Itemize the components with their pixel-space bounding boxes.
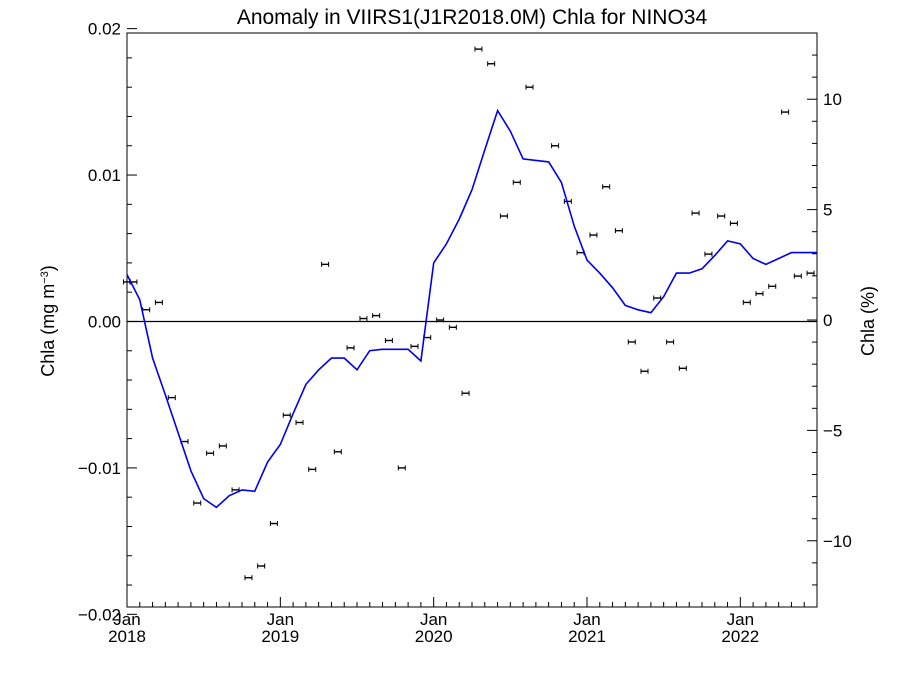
data-point [142, 307, 151, 313]
chart-title: Anomaly in VIIRS1(J1R2018.0M) Chla for N… [237, 6, 708, 29]
data-point [627, 339, 636, 345]
data-point [691, 210, 700, 216]
series-line [126, 108, 817, 509]
y-left-tick-label: −0.01 [78, 459, 121, 478]
data-point [193, 500, 202, 506]
x-tick-label-month: Jan [113, 610, 140, 629]
data-point [602, 184, 611, 190]
data-point [461, 390, 470, 396]
y-axis-label-left-base: Chla (mg m [38, 284, 58, 377]
data-point [742, 299, 751, 305]
data-point [295, 420, 304, 425]
x-tick-label-month: Jan [573, 610, 600, 629]
data-point [206, 450, 215, 456]
x-tick-label-year: 2021 [568, 627, 606, 646]
data-point [806, 270, 815, 276]
data-point [512, 179, 521, 185]
data-point [474, 46, 483, 52]
data-point [436, 317, 445, 323]
data-point [525, 84, 534, 90]
points-layer [123, 46, 815, 581]
data-point [359, 316, 368, 322]
data-point [781, 109, 790, 115]
data-point [269, 521, 278, 527]
data-point [308, 466, 317, 472]
data-point [793, 273, 802, 279]
y-axis-label-left-close: ) [38, 265, 58, 271]
y-right-tick-label: −10 [823, 532, 852, 551]
x-tick-label-month: Jan [267, 610, 294, 629]
data-point [704, 251, 713, 257]
y-axis-label-left: Chla (mg m−3) [38, 265, 58, 377]
data-point [244, 575, 253, 581]
data-point [589, 232, 598, 238]
y-axis-label-right: Chla (%) [858, 286, 878, 356]
data-point [551, 143, 560, 149]
x-tick-label-year: 2018 [108, 627, 146, 646]
data-point [755, 291, 764, 297]
data-point [653, 295, 662, 301]
data-point [678, 365, 687, 371]
data-point [384, 338, 393, 343]
data-point [614, 228, 623, 234]
data-point [346, 345, 355, 351]
y-right-tick-label: 10 [823, 90, 842, 109]
y-left-tick-label: −0.02 [78, 605, 121, 624]
data-point [487, 61, 496, 67]
plot-frame [126, 32, 818, 608]
data-point [282, 412, 291, 418]
x-tick-label-year: 2020 [415, 627, 453, 646]
y-right-tick-label: −5 [823, 421, 842, 440]
tick-labels: Jan2018Jan2019Jan2020Jan2021Jan20220.020… [78, 20, 852, 646]
data-point [372, 313, 381, 319]
x-tick-label-year: 2019 [261, 627, 299, 646]
x-tick-label-month: Jan [727, 610, 754, 629]
data-point [640, 368, 649, 374]
data-point [154, 299, 163, 305]
y-axis-label-left-sup: −3 [39, 271, 51, 284]
data-point [167, 395, 176, 401]
data-point [729, 220, 738, 226]
data-point [333, 449, 342, 455]
data-point [768, 283, 777, 289]
x-tick-label-year: 2022 [721, 627, 759, 646]
plot-border [126, 32, 818, 608]
y-left-tick-label: 0.02 [88, 20, 121, 39]
data-point [410, 343, 419, 349]
y-right-tick-label: 5 [823, 201, 832, 220]
data-point [666, 339, 675, 345]
y-left-tick-label: 0.01 [88, 166, 121, 185]
data-point [499, 213, 508, 219]
data-point [448, 324, 457, 330]
x-tick-label-month: Jan [420, 610, 447, 629]
data-point [218, 443, 227, 449]
data-point [563, 198, 572, 204]
ticks-layer [126, 28, 817, 615]
data-point [717, 213, 726, 219]
y-right-tick-label: 0 [823, 311, 832, 330]
data-point [321, 261, 330, 267]
data-point [397, 465, 406, 471]
data-point [257, 563, 266, 569]
y-left-tick-label: 0.00 [88, 312, 121, 331]
